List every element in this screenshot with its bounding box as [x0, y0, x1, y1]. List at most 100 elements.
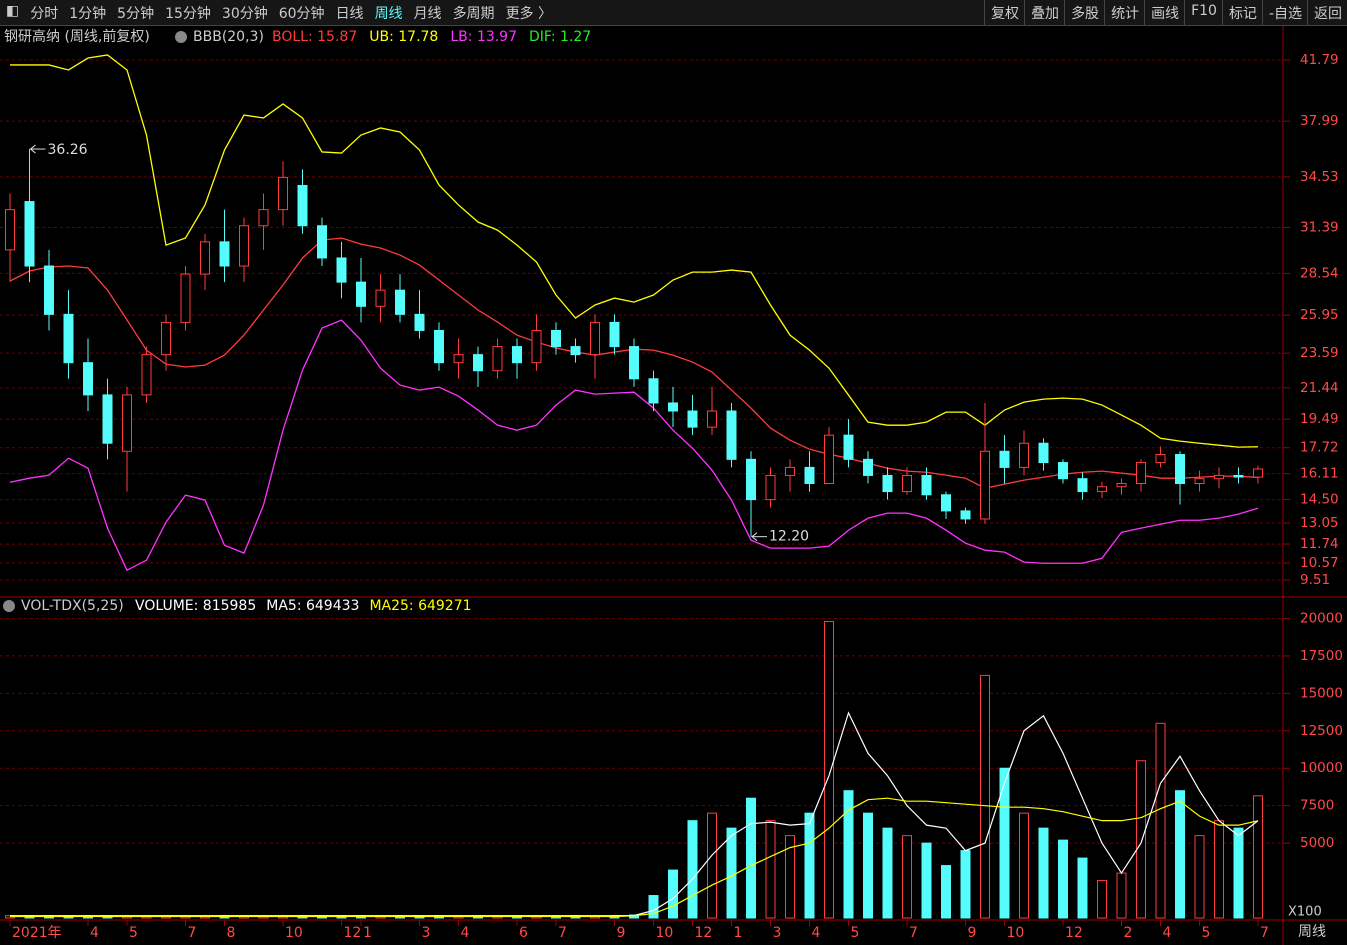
menu-icon[interactable]: ◧	[6, 3, 20, 19]
candle-body	[453, 354, 464, 364]
x-tick-label: 8	[227, 925, 236, 941]
volume-bar	[726, 827, 737, 919]
x-tick-label: 6	[519, 925, 528, 941]
candle-body	[960, 510, 971, 520]
period-tab[interactable]: 30分钟	[221, 6, 268, 22]
tool-button[interactable]: 复权	[984, 0, 1024, 25]
candle-body	[434, 329, 444, 364]
volume-bar	[999, 767, 1010, 919]
y-tick-label: 7500	[1300, 798, 1334, 814]
candle-body	[1019, 442, 1029, 468]
x-tick-label: 3	[422, 925, 431, 941]
candle-body	[83, 362, 93, 396]
y-tick-label: 9.51	[1300, 572, 1330, 588]
indicator-name: BBB(20,3)	[193, 29, 264, 45]
candle-body	[297, 184, 308, 227]
candle-body	[1058, 462, 1068, 480]
volume-bar	[921, 842, 932, 919]
y-tick-label: 25.95	[1300, 307, 1339, 323]
legend-item: UB: 17.78	[369, 29, 438, 45]
candle-body	[375, 289, 386, 307]
candle-body	[180, 273, 191, 323]
candle-body	[24, 201, 35, 267]
tool-button[interactable]: -自选	[1261, 0, 1307, 25]
y-tick-label: 34.53	[1300, 169, 1339, 185]
candle-body	[473, 354, 483, 372]
period-tab[interactable]: 更多 〉	[505, 6, 553, 22]
ma-line	[10, 797, 1259, 918]
volume-bar	[1058, 839, 1068, 919]
band-line	[10, 54, 1259, 448]
x-tick-label: 5	[129, 925, 138, 941]
y-tick-label: 17.72	[1300, 440, 1339, 456]
y-tick-label: 5000	[1300, 835, 1334, 851]
period-tab[interactable]: 60分钟	[278, 6, 325, 22]
y-tick-label: 31.39	[1300, 220, 1339, 236]
volume-bar	[863, 812, 873, 919]
volume-bar	[980, 674, 990, 919]
volume-bar	[1155, 722, 1166, 919]
period-tab[interactable]: 15分钟	[165, 6, 211, 22]
x-tick-label: 3	[773, 925, 782, 941]
annotation-arrowhead	[751, 532, 758, 542]
candle-body	[200, 241, 210, 275]
candle-body	[999, 450, 1010, 468]
candle-body	[63, 313, 74, 364]
tool-button[interactable]: 统计	[1104, 0, 1144, 25]
period-tab[interactable]: 日线	[335, 6, 364, 22]
candle-body	[941, 494, 951, 512]
tool-button[interactable]: 叠加	[1024, 0, 1064, 25]
period-label: 周线	[1298, 924, 1326, 940]
candle-body	[1077, 478, 1088, 493]
y-tick-label: 10000	[1300, 760, 1343, 776]
tool-button[interactable]: 多股	[1064, 0, 1104, 25]
period-tab[interactable]: 多周期	[452, 6, 495, 22]
candle-body	[746, 458, 756, 501]
y-tick-label: 19.49	[1300, 411, 1339, 427]
period-tab[interactable]: 分时	[30, 6, 59, 22]
volume-bar	[902, 835, 912, 919]
tool-button[interactable]: 返回	[1307, 0, 1347, 25]
legend-item: MA25: 649271	[369, 598, 471, 614]
indicator-icon[interactable]	[3, 600, 15, 612]
x-tick-label: 9	[617, 925, 626, 941]
period-tab[interactable]: 1分钟	[69, 6, 107, 22]
x-tick-label: 10	[285, 925, 303, 941]
volume-bar	[1097, 880, 1107, 919]
x-tick-label: 2	[1124, 925, 1133, 941]
legend-item: BOLL: 15.87	[272, 29, 357, 45]
candle-body	[1175, 454, 1185, 485]
volume-bar	[1136, 760, 1146, 919]
volume-bar	[1019, 812, 1029, 919]
period-tab[interactable]: 月线	[413, 6, 442, 22]
period-tab[interactable]: 5分钟	[117, 6, 155, 22]
candle-body	[687, 410, 698, 428]
toolbar: ◧ 分时 1分钟 5分钟 15分钟 30分钟 60分钟 日线 周线 月线 多周期 更多 〉 复权 叠加…	[0, 0, 1347, 26]
x-tick-label: 12	[695, 925, 713, 941]
candle-body	[102, 394, 113, 444]
x-tick-label: 2021年	[12, 925, 62, 941]
candle-body	[843, 434, 854, 460]
candle-body	[980, 450, 990, 520]
tool-button[interactable]: 标记	[1221, 0, 1262, 25]
x-tick-label: 4	[90, 925, 99, 941]
period-tab[interactable]: 周线	[374, 6, 403, 22]
volume-bar	[882, 827, 893, 919]
indicator-icon[interactable]	[175, 31, 187, 43]
y-tick-label: 11.74	[1300, 536, 1339, 552]
y-tick-label: 41.79	[1300, 52, 1339, 68]
unit-label: X100	[1288, 905, 1322, 920]
tool-button[interactable]: 画线	[1144, 0, 1184, 25]
x-tick-label: 1	[363, 925, 372, 941]
candle-body	[1155, 454, 1166, 464]
y-tick-label: 20000	[1300, 610, 1343, 626]
y-tick-label: 12500	[1300, 723, 1343, 739]
candle-body	[395, 289, 405, 315]
candle-body	[44, 265, 54, 315]
tool-button[interactable]: F10	[1184, 0, 1222, 25]
volume-bar	[1233, 827, 1244, 919]
x-tick-label: 1	[734, 925, 743, 941]
y-tick-label: 15000	[1300, 685, 1343, 701]
x-tick-label: 9	[968, 925, 977, 941]
